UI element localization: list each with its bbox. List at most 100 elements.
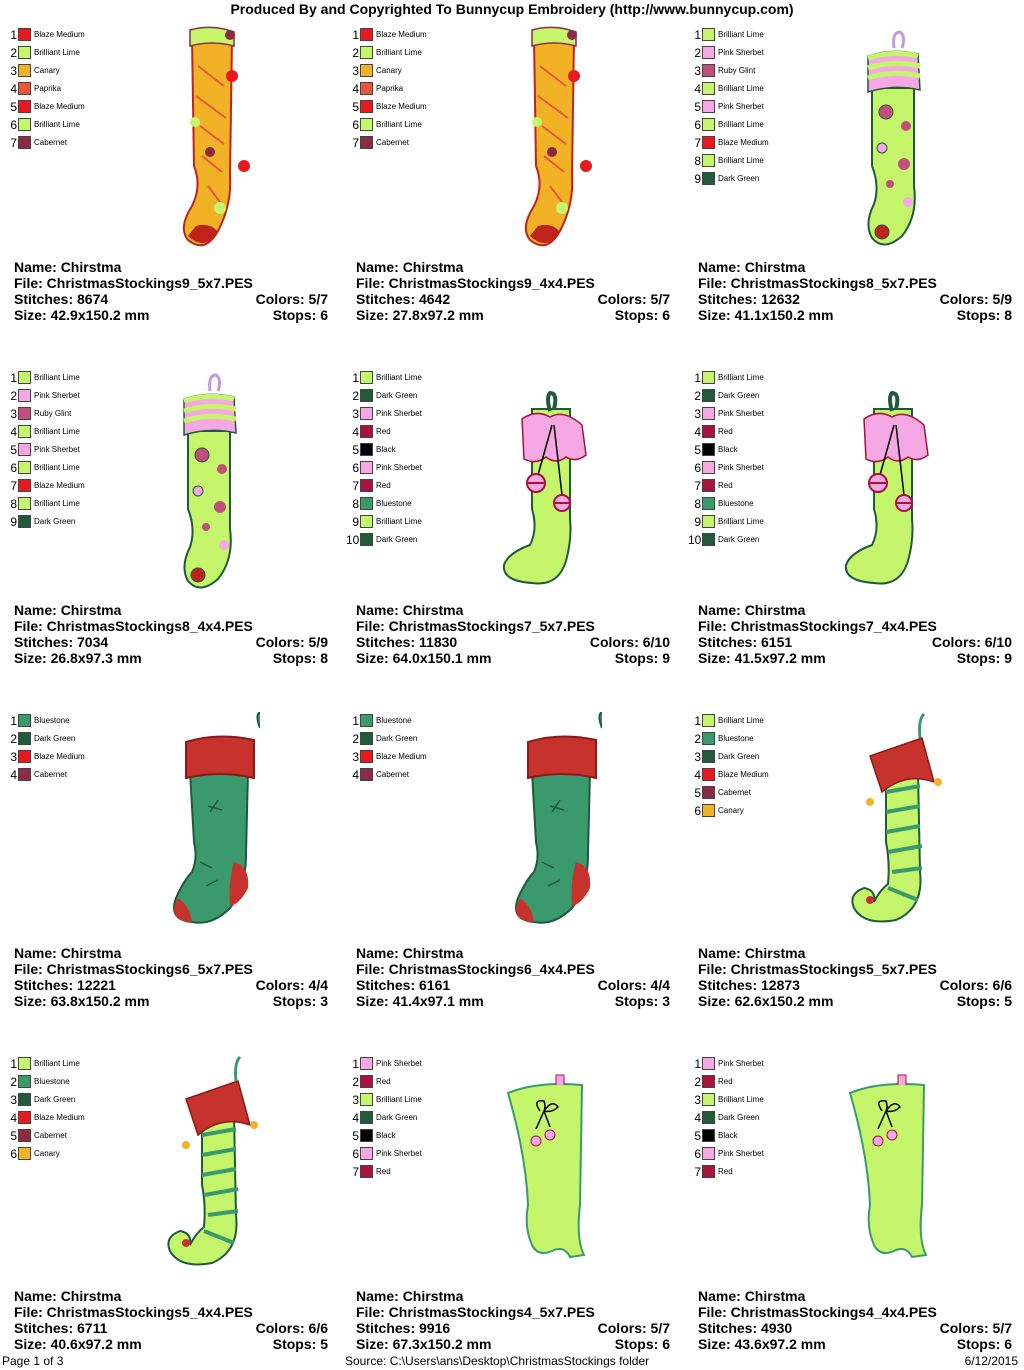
name-label: Name: [356,259,399,275]
thread-number: 2 [352,389,359,403]
design-size: 26.8x97.3 mm [50,650,142,666]
design-name: Chirstma [744,945,806,961]
thread-name: Brilliant Lime [718,30,764,39]
thread-number: 3 [10,407,17,421]
thread-number: 5 [352,443,359,457]
thread-name: Pink Sherbet [376,1149,422,1158]
stocking-image [492,1055,602,1285]
design-size: 42.9x150.2 mm [50,307,150,323]
thread-name: Blaze Medium [376,30,427,39]
thread-swatch [702,46,715,59]
thread-number: 1 [694,1057,701,1071]
thread-name: Brilliant Lime [718,120,764,129]
thread-number: 4 [694,82,701,96]
design-file: ChristmasStockings9_4x4.PES [388,275,595,291]
thread-number: 2 [10,1075,17,1089]
thread-number: 3 [694,64,701,78]
design-stitches: 6151 [761,634,793,650]
stops-label: Stops: [614,993,659,1009]
design-name: Chirstma [402,602,464,618]
design-stitches: 6711 [77,1320,108,1336]
thread-number: 3 [10,750,17,764]
thread-name: Dark Green [718,752,760,761]
thread-number: 4 [10,425,17,439]
name-label: Name: [356,1288,399,1304]
file-label: File: [698,1304,727,1320]
design-info: Name: Chirstma File: ChristmasStockings5… [698,945,1012,1009]
thread-number: 2 [352,732,359,746]
design-file: ChristmasStockings5_5x7.PES [730,961,937,977]
file-label: File: [698,618,727,634]
design-name: Chirstma [402,259,464,275]
design-card: 1 Bluestone 2 Dark Green 3 Blaze Medium … [342,686,670,1021]
design-size: 64.0x150.1 mm [392,650,492,666]
design-name: Chirstma [60,1288,122,1304]
thread-name: Red [376,1077,391,1086]
stops-label: Stops: [272,993,317,1009]
colors-label: Colors: [597,291,647,307]
stitches-label: Stitches: [698,1320,758,1336]
thread-number: 8 [10,497,17,511]
thread-swatch [18,82,31,95]
stitches-label: Stitches: [14,634,74,650]
design-card: 1 Brilliant Lime 2 Dark Green 3 Pink She… [684,343,1012,678]
thread-name: Brilliant Lime [34,120,80,129]
thread-swatch [18,479,31,492]
thread-swatch [18,371,31,384]
stocking-image [150,710,268,942]
design-card: 1 Blaze Medium 2 Brilliant Lime 3 Canary… [342,0,670,335]
design-stops: 5 [1004,993,1012,1009]
thread-number: 2 [10,389,17,403]
thread-swatch [702,804,715,817]
design-stops: 3 [320,993,328,1009]
design-name: Chirstma [744,1288,806,1304]
thread-number: 2 [694,46,701,60]
thread-number: 8 [352,497,359,511]
thread-swatch [18,389,31,402]
thread-swatch [18,750,31,763]
stops-label: Stops: [614,307,659,323]
stops-label: Stops: [614,1336,659,1352]
thread-swatch [360,1129,373,1142]
thread-swatch [18,714,31,727]
name-label: Name: [356,602,399,618]
thread-name: Brilliant Lime [34,48,80,57]
page-header: Produced By and Copyrighted To Bunnycup … [230,1,794,17]
thread-number: 4 [352,82,359,96]
thread-number: 2 [352,46,359,60]
size-label: Size: [14,307,47,323]
design-file: ChristmasStockings5_4x4.PES [46,1304,253,1320]
design-name: Chirstma [60,602,122,618]
thread-swatch [702,100,715,113]
file-label: File: [14,1304,43,1320]
thread-name: Brilliant Lime [34,427,80,436]
size-label: Size: [698,1336,731,1352]
thread-name: Black [376,1131,396,1140]
size-label: Size: [356,307,389,323]
thread-name: Red [718,1167,733,1176]
thread-swatch [360,136,373,149]
thread-name: Brilliant Lime [376,120,422,129]
thread-swatch [18,1057,31,1070]
design-colors: 6/10 [984,634,1012,650]
thread-swatch [702,533,715,546]
thread-number: 1 [694,28,701,42]
design-colors: 6/6 [308,1320,328,1336]
size-label: Size: [698,650,731,666]
design-name: Chirstma [402,945,464,961]
thread-name: Pink Sherbet [376,409,422,418]
colors-label: Colors: [597,977,647,993]
design-name: Chirstma [60,945,122,961]
stitches-label: Stitches: [698,634,758,650]
design-file: ChristmasStockings8_4x4.PES [46,618,253,634]
file-label: File: [356,618,385,634]
thread-name: Cabernet [376,138,409,147]
thread-name: Cabernet [34,138,67,147]
design-stops: 6 [1004,1336,1012,1352]
design-stitches: 8674 [77,291,109,307]
thread-swatch [702,1057,715,1070]
design-info: Name: Chirstma File: ChristmasStockings4… [698,1288,1012,1352]
thread-number: 4 [352,425,359,439]
thread-name: Brilliant Lime [718,84,764,93]
stops-label: Stops: [272,650,317,666]
